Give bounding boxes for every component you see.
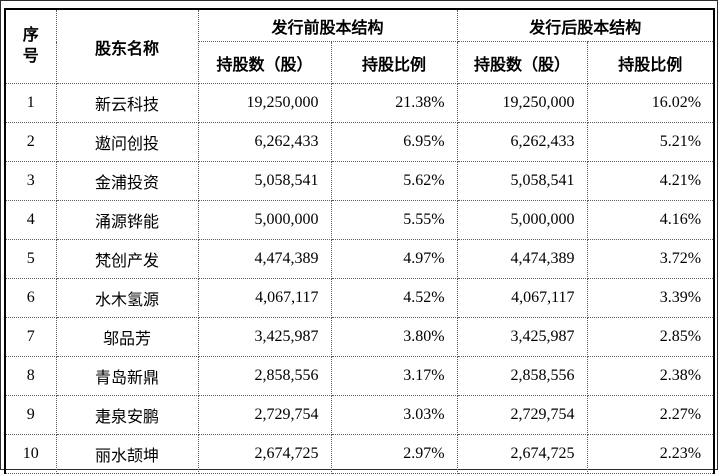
serial-number-cell: 4 [4, 200, 57, 240]
table-row: 8 青岛新鼎 2,858,556 3.17% 2,858,556 2.38% [4, 356, 715, 396]
post-shares-cell: 2,674,725 [456, 434, 588, 474]
pre-ratio-cell: 5.55% [330, 200, 458, 240]
post-shares-cell: 2,858,556 [456, 356, 588, 396]
table-row: 10 丽水颉坤 2,674,725 2.97% 2,674,725 2.23% [4, 434, 715, 474]
post-ratio-cell: 16.02% [586, 83, 715, 123]
pre-shares-cell: 4,474,389 [197, 239, 332, 279]
pre-ratio-cell: 5.62% [330, 161, 458, 201]
post-shares-cell: 4,067,117 [456, 278, 588, 318]
pre-shares-cell: 2,729,754 [197, 395, 332, 435]
pre-shares-cell: 6,262,433 [197, 122, 332, 162]
post-ratio-cell: 2.27% [586, 395, 715, 435]
shareholder-name-cell: 涌源铧能 [55, 200, 199, 240]
post-shares-cell: 5,000,000 [456, 200, 588, 240]
col-header-post-shares: 持股数（股） [456, 41, 588, 84]
post-shares-cell: 3,425,987 [456, 317, 588, 357]
pre-ratio-cell: 21.38% [330, 83, 458, 123]
post-ratio-cell: 4.16% [586, 200, 715, 240]
serial-number-cell: 6 [4, 278, 57, 318]
shareholder-name-cell: 金浦投资 [55, 161, 199, 201]
col-header-post-ratio: 持股比例 [586, 41, 715, 84]
post-shares-cell: 5,058,541 [456, 161, 588, 201]
col-header-shareholder-name: 股东名称 [55, 8, 199, 84]
table-body: 1 新云科技 19,250,000 21.38% 19,250,000 16.02% 2 遨问… [4, 83, 715, 474]
post-ratio-cell: 2.38% [586, 356, 715, 396]
pre-ratio-cell: 3.80% [330, 317, 458, 357]
post-shares-cell: 6,262,433 [456, 122, 588, 162]
table-row: 6 水木氢源 4,067,117 4.52% 4,067,117 3.39% [4, 278, 715, 318]
col-header-pre-shares: 持股数（股） [197, 41, 332, 84]
pre-ratio-cell: 3.03% [330, 395, 458, 435]
pre-shares-cell: 3,425,987 [197, 317, 332, 357]
pre-ratio-cell: 4.52% [330, 278, 458, 318]
pre-shares-cell: 4,067,117 [197, 278, 332, 318]
col-header-serial-number: 序号 [4, 8, 57, 84]
post-ratio-cell: 2.23% [586, 434, 715, 474]
serial-number-cell: 9 [4, 395, 57, 435]
shareholder-structure-table: 序号 股东名称 发行前股本结构 发行后股本结构 持股数（股） 持股比例 持股数（… [4, 8, 716, 474]
shareholder-name-cell: 遨问创投 [55, 122, 199, 162]
header-row-groups: 序号 股东名称 发行前股本结构 发行后股本结构 [4, 8, 715, 84]
pre-shares-cell: 5,000,000 [197, 200, 332, 240]
shareholder-name-cell: 水木氢源 [55, 278, 199, 318]
shareholder-name-cell: 丽水颉坤 [55, 434, 199, 474]
serial-number-cell: 2 [4, 122, 57, 162]
pre-shares-cell: 19,250,000 [197, 83, 332, 123]
group-header-post-issuance: 发行后股本结构 [456, 8, 715, 42]
col-header-pre-ratio: 持股比例 [330, 41, 458, 84]
post-shares-cell: 4,474,389 [456, 239, 588, 279]
shareholder-name-cell: 新云科技 [55, 83, 199, 123]
col-header-serial-number-label: 序号 [22, 26, 39, 65]
serial-number-cell: 8 [4, 356, 57, 396]
post-ratio-cell: 2.85% [586, 317, 715, 357]
group-header-pre-issuance: 发行前股本结构 [197, 8, 458, 42]
post-shares-cell: 2,729,754 [456, 395, 588, 435]
shareholder-name-cell: 青岛新鼎 [55, 356, 199, 396]
header-row-subcolumns: 持股数（股） 持股比例 持股数（股） 持股比例 [5, 41, 715, 84]
table-row: 9 疌泉安鹏 2,729,754 3.03% 2,729,754 2.27% [4, 395, 715, 435]
table-row: 3 金浦投资 5,058,541 5.62% 5,058,541 4.21% [4, 161, 715, 201]
serial-number-cell: 3 [4, 161, 57, 201]
post-shares-cell: 19,250,000 [456, 83, 588, 123]
pre-shares-cell: 2,674,725 [197, 434, 332, 474]
post-ratio-cell: 3.72% [586, 239, 715, 279]
shareholder-name-cell: 邬品芳 [55, 317, 199, 357]
table-row: 4 涌源铧能 5,000,000 5.55% 5,000,000 4.16% [4, 200, 715, 240]
table-row: 2 遨问创投 6,262,433 6.95% 6,262,433 5.21% [4, 122, 715, 162]
post-ratio-cell: 3.39% [586, 278, 715, 318]
serial-number-cell: 10 [4, 434, 57, 474]
shareholder-name-cell: 疌泉安鹏 [55, 395, 199, 435]
shareholder-name-cell: 梵创产发 [55, 239, 199, 279]
post-ratio-cell: 5.21% [586, 122, 715, 162]
table-row: 7 邬品芳 3,425,987 3.80% 3,425,987 2.85% [4, 317, 715, 357]
serial-number-cell: 5 [4, 239, 57, 279]
post-ratio-cell: 4.21% [586, 161, 715, 201]
table-row: 5 梵创产发 4,474,389 4.97% 4,474,389 3.72% [4, 239, 715, 279]
serial-number-cell: 1 [4, 83, 57, 123]
table-header: 序号 股东名称 发行前股本结构 发行后股本结构 持股数（股） 持股比例 持股数（… [4, 8, 715, 84]
pre-shares-cell: 2,858,556 [197, 356, 332, 396]
pre-ratio-cell: 6.95% [330, 122, 458, 162]
table-row: 1 新云科技 19,250,000 21.38% 19,250,000 16.02% [4, 83, 715, 123]
pre-shares-cell: 5,058,541 [197, 161, 332, 201]
pre-ratio-cell: 3.17% [330, 356, 458, 396]
pre-ratio-cell: 4.97% [330, 239, 458, 279]
serial-number-cell: 7 [4, 317, 57, 357]
pre-ratio-cell: 2.97% [330, 434, 458, 474]
